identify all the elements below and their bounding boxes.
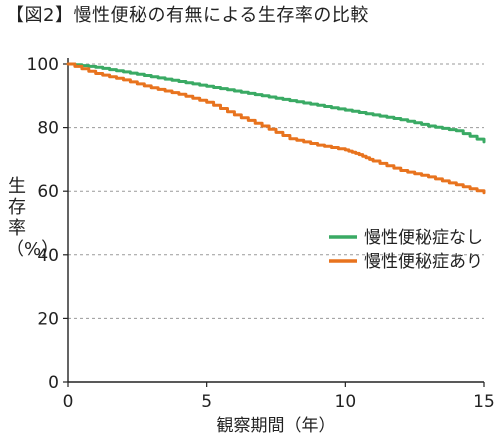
legend-label-1: 慢性便秘症なし [364, 227, 483, 248]
y-tick-label-0: 0 [48, 373, 59, 393]
series-line-2 [66, 62, 486, 195]
legend-label-2: 慢性便秘症あり [364, 251, 483, 272]
x-tick-label-0: 0 [63, 392, 74, 412]
y-tick-label-40: 40 [37, 246, 59, 266]
series-line-1 [66, 62, 486, 144]
x-tick-label-5: 5 [201, 392, 212, 412]
chart-title: 【図2】慢性便秘の有無による生存率の比較 [6, 5, 369, 26]
x-tick-label-10: 10 [335, 392, 357, 412]
x-axis-label: 観察期間（年） [217, 416, 336, 436]
y-tick-label-20: 20 [37, 309, 59, 329]
y-tick-label-80: 80 [37, 119, 59, 139]
y-tick-label-100: 100 [27, 55, 59, 75]
x-tick-label-15: 15 [473, 392, 495, 412]
y-tick-label-60: 60 [37, 182, 59, 202]
